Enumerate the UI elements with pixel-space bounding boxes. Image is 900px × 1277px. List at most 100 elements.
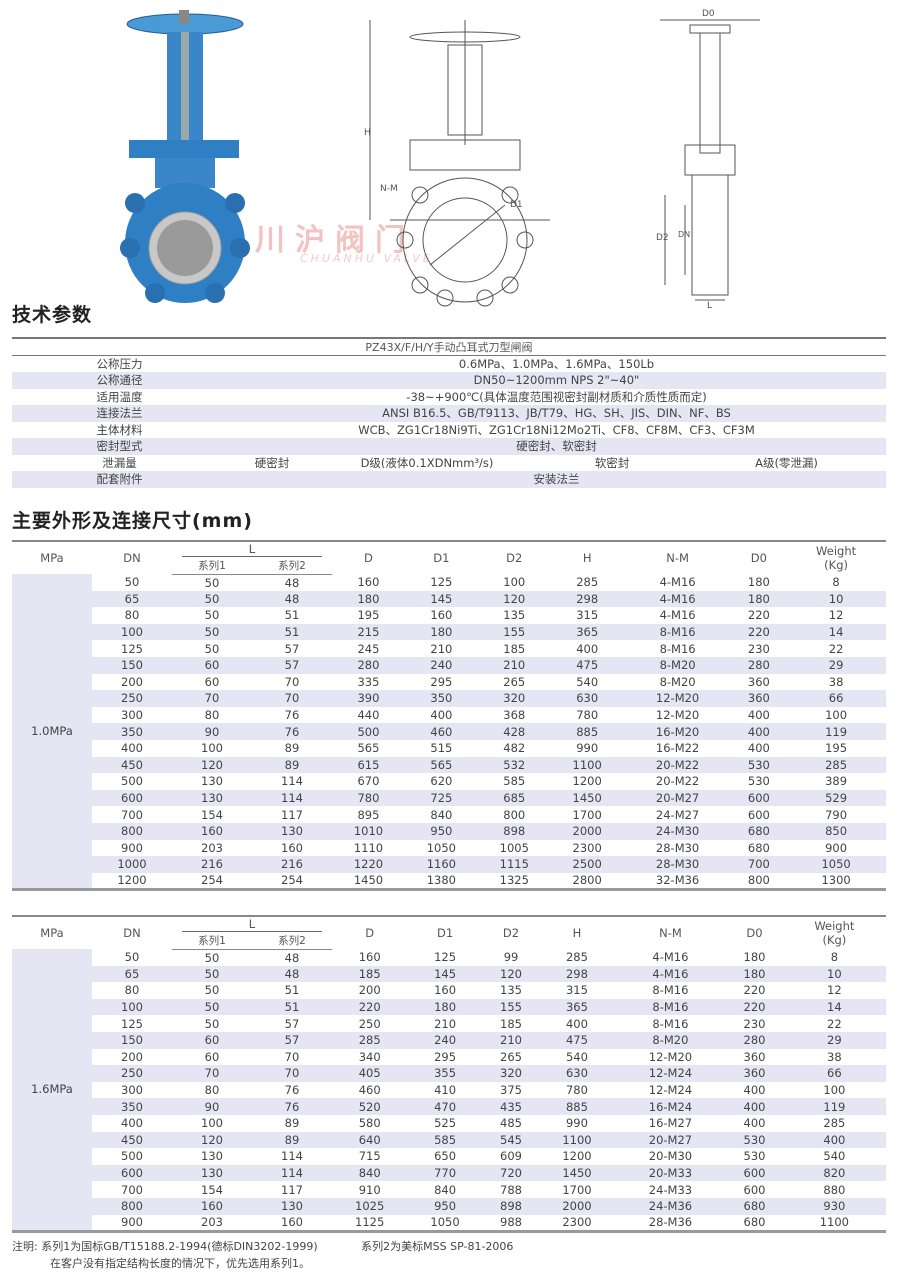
- cell-dn: 350: [92, 723, 172, 740]
- table-row: 100 50 51 215 180 155 365 8-M16 220 14: [12, 623, 886, 641]
- cell-d1: 160: [434, 983, 457, 998]
- cell-d: 1010: [332, 822, 405, 840]
- cell-d1: 160: [430, 608, 453, 623]
- cell-l1: 60: [172, 1031, 252, 1049]
- cell-d2: 435: [482, 1098, 540, 1115]
- cell-l1: 120: [172, 756, 252, 774]
- cell-d0: 220: [731, 623, 787, 641]
- cell-dn: 200: [121, 1049, 143, 1064]
- cell-h: 2300: [572, 840, 602, 855]
- cell-weight: 1100: [819, 1215, 850, 1230]
- cell-d0: 530: [743, 1149, 766, 1164]
- cell-d2: 320: [482, 1065, 540, 1082]
- cell-dn: 500: [121, 1149, 143, 1164]
- cell-d1: 400: [430, 708, 453, 723]
- cell-nm: 8-M20: [614, 1031, 727, 1049]
- cell-d0: 360: [743, 1049, 766, 1064]
- cell-d: 895: [357, 807, 380, 822]
- cell-d0: 530: [726, 1131, 783, 1149]
- cell-dn: 450: [92, 756, 172, 774]
- cell-h: 1450: [539, 1164, 615, 1182]
- cell-nm: 20-M22: [623, 756, 732, 774]
- notes-series1: 系列1为国标GB/T15188.2-1994(德标DIN3202-1999): [41, 1240, 318, 1253]
- cell-l2: 57: [284, 1016, 300, 1031]
- col-nm: N-M: [659, 926, 682, 940]
- cell-l1: 203: [201, 840, 223, 855]
- cell-l1: 120: [172, 1131, 252, 1149]
- notes-label: 注明:: [12, 1240, 38, 1253]
- cell-h: 990: [565, 1116, 588, 1131]
- cell-d1: 840: [434, 1182, 457, 1197]
- cell-weight: 1050: [786, 856, 886, 873]
- cell-weight: 38: [827, 1049, 842, 1064]
- cell-d2: 788: [500, 1182, 522, 1197]
- tech-params-table: PZ43X/F/H/Y手动凸耳式刀型闸阀 公称压力 0.6MPa、1.0MPa、1…: [12, 337, 886, 488]
- cell-h: 540: [576, 674, 599, 689]
- cell-weight: 850: [786, 822, 886, 840]
- cell-d: 910: [358, 1182, 381, 1197]
- table-row: 1000 216 216 1220 1160 1115 2500 28-M30 700 1050: [12, 856, 886, 873]
- cell-l2: 89: [284, 741, 300, 756]
- cell-d2: 685: [477, 789, 551, 807]
- cell-dn: 400: [121, 1116, 143, 1131]
- cell-l2: 130: [252, 1197, 332, 1215]
- cell-l1: 60: [204, 1049, 220, 1064]
- param-label: 适用温度: [96, 389, 143, 404]
- param-row: 连接法兰 ANSI B16.5、GB/T9113、JB/T79、HG、SH、JIS…: [12, 405, 886, 422]
- cell-d2: 585: [503, 774, 526, 789]
- cell-dn: 450: [92, 1131, 172, 1149]
- cell-d: 580: [358, 1116, 381, 1131]
- cell-d2: 265: [503, 674, 526, 689]
- param-row-leakage: 泄漏量 硬密封 D级(液体0.1XDNmm³/s) 软密封 A级(零泄漏): [12, 455, 886, 472]
- cell-d0: 400: [747, 708, 770, 723]
- table-row: 65 50 48 185 145 120 298 4-M16 180 10: [12, 965, 886, 983]
- cell-nm: 16-M20: [623, 723, 732, 740]
- table-row: 1200 254 254 1450 1380 1325 2800 32-M36 800 1300: [12, 873, 886, 890]
- cell-l2: 70: [252, 1065, 332, 1082]
- cell-d: 440: [357, 708, 380, 723]
- cell-d1: 725: [404, 789, 478, 807]
- leak-soft: 软密封: [594, 455, 630, 470]
- cell-d1: 770: [407, 1164, 483, 1182]
- table-row: 80 50 51 200 160 135 315 8-M16 220 12: [12, 982, 886, 999]
- cell-h: 2500: [550, 856, 624, 873]
- cell-nm: 4-M16: [623, 590, 732, 608]
- cell-dn: 600: [92, 789, 172, 807]
- cell-d2: 210: [477, 656, 551, 674]
- cell-d1: 470: [407, 1098, 483, 1115]
- table-row: 700 154 117 910 840 788 1700 24-M33 600 880: [12, 1181, 886, 1198]
- cell-d1: 145: [407, 965, 483, 983]
- col-l: L: [172, 541, 332, 558]
- cell-d0: 360: [747, 674, 770, 689]
- cell-d0: 400: [731, 723, 787, 740]
- table-row: 125 50 57 250 210 185 400 8-M16 230 22: [12, 1015, 886, 1032]
- cell-d1: 525: [434, 1116, 457, 1131]
- param-label: 密封型式: [12, 438, 227, 455]
- cell-l2: 51: [252, 623, 332, 641]
- cell-dn: 400: [121, 741, 143, 756]
- section-title-dimensions: 主要外形及连接尺寸(mm): [12, 510, 253, 532]
- cell-d: 390: [332, 690, 405, 707]
- cell-weight: 66: [786, 690, 886, 707]
- cell-d: 245: [357, 641, 380, 656]
- cell-d: 215: [332, 623, 405, 641]
- cell-d2: 185: [500, 1016, 522, 1031]
- cell-l2: 51: [284, 608, 300, 623]
- cell-nm: 20-M27: [614, 1131, 727, 1149]
- cell-l1: 160: [172, 1197, 252, 1215]
- table-row: 800 160 130 1025 950 898 2000 24-M36 680 930: [12, 1197, 886, 1215]
- param-row: 公称压力 0.6MPa、1.0MPa、1.6MPa、150Lb: [12, 356, 886, 373]
- cell-dn: 800: [92, 1197, 172, 1215]
- cell-l1: 50: [204, 575, 220, 590]
- table-row: 200 60 70 340 295 265 540 12-M20 360 38: [12, 1049, 886, 1066]
- param-value: DN50~1200mm NPS 2"~40": [227, 372, 886, 389]
- cell-l2: 48: [284, 575, 300, 590]
- leak-hard: 硬密封: [254, 455, 290, 470]
- cell-d: 1450: [353, 873, 384, 888]
- front-view-drawing: H N-M D1: [364, 20, 550, 307]
- cell-d1: 240: [407, 1031, 483, 1049]
- cell-h: 630: [550, 690, 624, 707]
- col-h: H: [572, 926, 582, 940]
- table-row: 250 70 70 405 355 320 630 12-M24 360 66: [12, 1065, 886, 1082]
- cell-l1: 216: [172, 856, 252, 873]
